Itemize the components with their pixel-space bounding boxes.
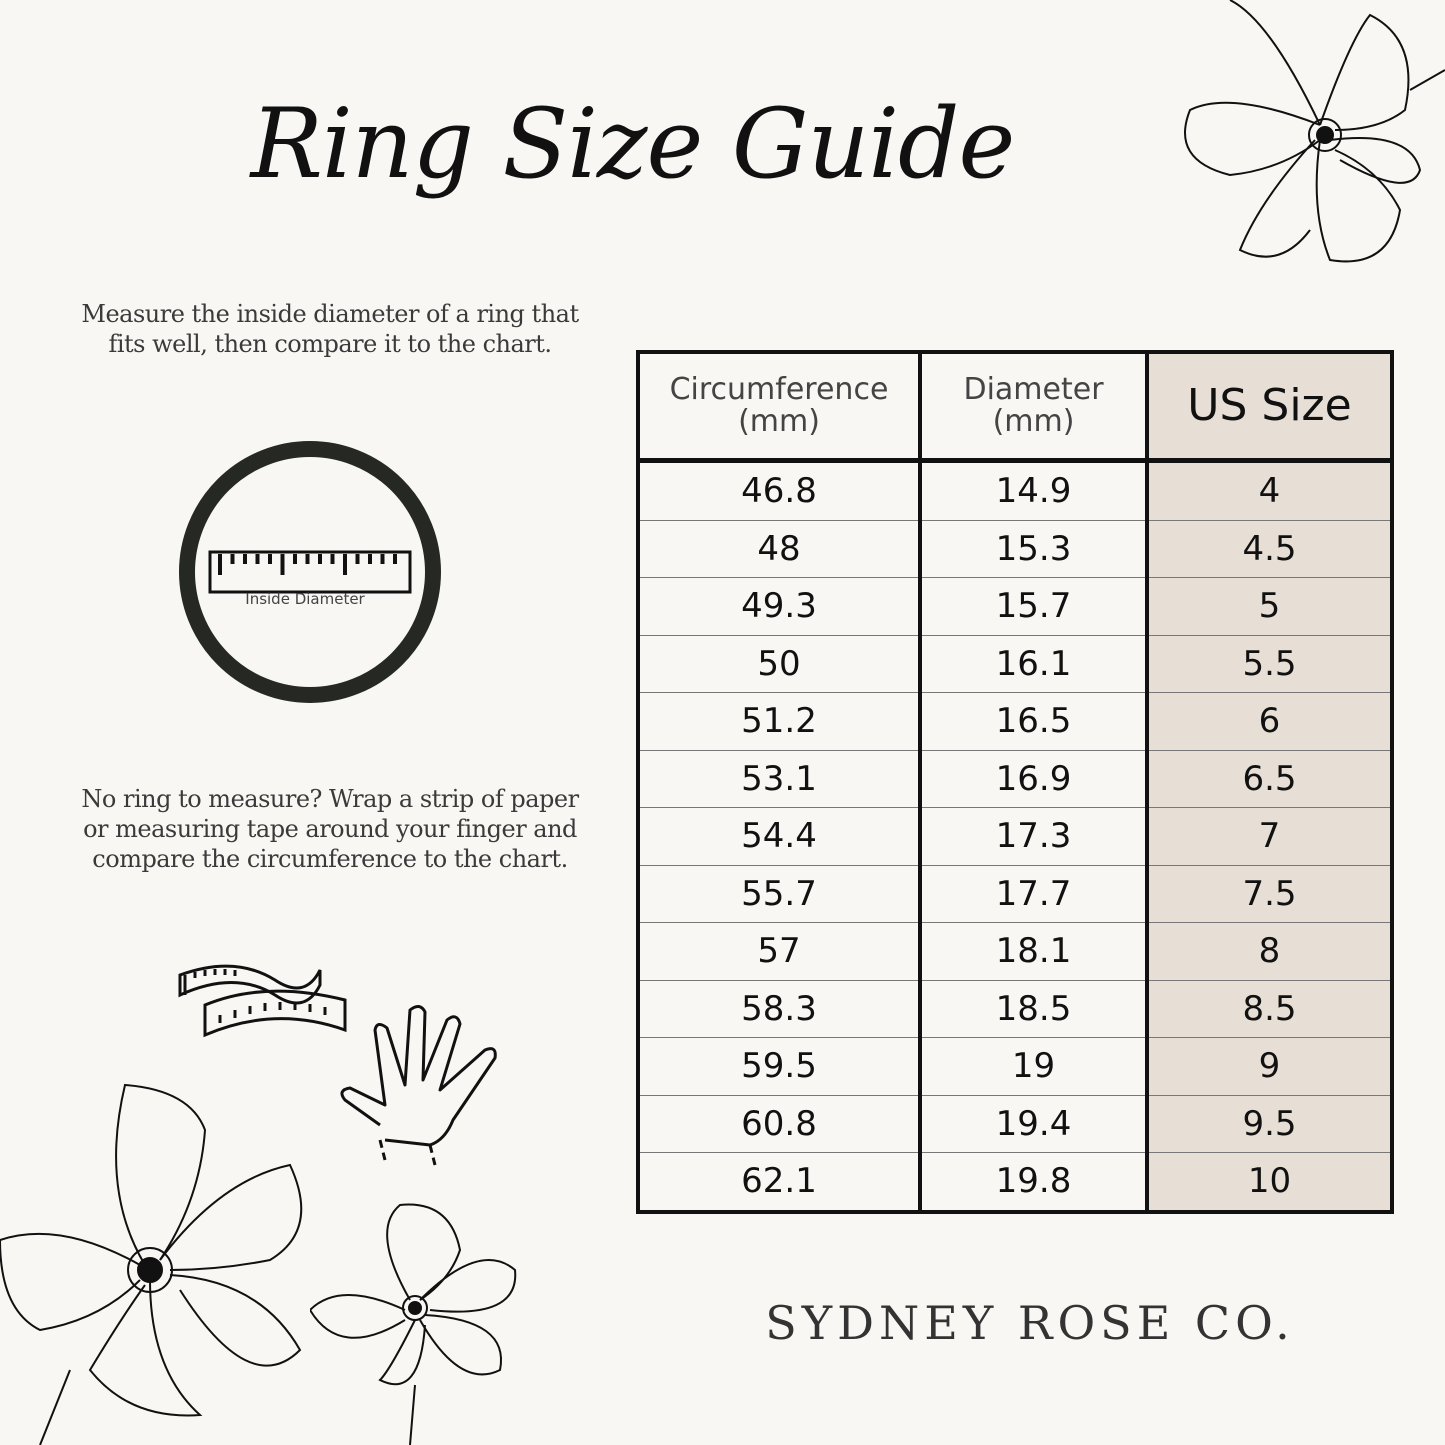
- diameter-cell: 18.1: [920, 922, 1149, 981]
- diameter-cell: 15.3: [920, 520, 1149, 578]
- flower-illustration-bottom-center: [310, 1203, 517, 1445]
- table-row: 46.8 14.9 4: [638, 460, 1392, 521]
- circumference-cell: 59.5: [638, 1037, 922, 1096]
- circumference-cell: 62.1: [638, 1152, 922, 1212]
- diameter-cell: 18.5: [920, 980, 1149, 1038]
- circumference-cell: 54.4: [638, 807, 922, 866]
- diameter-cell: 17.7: [920, 865, 1149, 923]
- us-size-cell: 7.5: [1147, 865, 1392, 923]
- us-size-cell: 7: [1147, 807, 1392, 866]
- diameter-cell: 19: [920, 1037, 1149, 1096]
- header-us-size: US Size: [1147, 352, 1392, 463]
- circumference-cell: 55.7: [638, 865, 922, 923]
- table-row: 48 15.3 4.5: [638, 520, 1392, 578]
- us-size-cell: 4.5: [1147, 520, 1392, 578]
- us-size-cell: 9.5: [1147, 1095, 1392, 1153]
- header-diameter: Diameter (mm): [920, 352, 1149, 463]
- us-size-cell: 4: [1147, 460, 1392, 521]
- circumference-cell: 53.1: [638, 750, 922, 808]
- table-row: 59.5 19 9: [638, 1037, 1392, 1096]
- us-size-cell: 5.5: [1147, 635, 1392, 693]
- circumference-cell: 60.8: [638, 1095, 922, 1153]
- table-row: 55.7 17.7 7.5: [638, 865, 1392, 923]
- brand-name: SYDNEY ROSE CO.: [765, 1296, 1295, 1350]
- table-row: 60.8 19.4 9.5: [638, 1095, 1392, 1153]
- hand-icon: [340, 1005, 497, 1166]
- us-size-cell: 6.5: [1147, 750, 1392, 808]
- table-row: 51.2 16.5 6: [638, 692, 1392, 751]
- circumference-cell: 46.8: [638, 460, 922, 521]
- circumference-cell: 51.2: [638, 692, 922, 751]
- diameter-cell: 16.5: [920, 692, 1149, 751]
- table-row: 58.3 18.5 8.5: [638, 980, 1392, 1038]
- circumference-cell: 48: [638, 520, 922, 578]
- us-size-cell: 8.5: [1147, 980, 1392, 1038]
- table-row: 62.1 19.8 10: [638, 1152, 1392, 1212]
- flower-illustration-bottom-left: [0, 1083, 303, 1445]
- diameter-cell: 19.4: [920, 1095, 1149, 1153]
- us-size-cell: 9: [1147, 1037, 1392, 1096]
- circumference-cell: 49.3: [638, 577, 922, 636]
- us-size-cell: 5: [1147, 577, 1392, 636]
- ruler-icon: [208, 550, 412, 594]
- circumference-cell: 50: [638, 635, 922, 693]
- ring-size-table: Circumference (mm) Diameter (mm) US Size 4…: [636, 350, 1394, 1214]
- diameter-cell: 16.9: [920, 750, 1149, 808]
- diameter-cell: 19.8: [920, 1152, 1149, 1212]
- table-row: 57 18.1 8: [638, 922, 1392, 981]
- no-ring-instruction: No ring to measure? Wrap a strip of pape…: [81, 785, 579, 873]
- measure-ring-instruction: Measure the inside diameter of a ring th…: [81, 300, 579, 358]
- table-row: 49.3 15.7 5: [638, 577, 1392, 636]
- flower-illustration-top-right: [1184, 0, 1445, 263]
- diameter-cell: 16.1: [920, 635, 1149, 693]
- measuring-tape-icon: [178, 964, 347, 1038]
- us-size-cell: 8: [1147, 922, 1392, 981]
- diameter-cell: 15.7: [920, 577, 1149, 636]
- ring-diagram-label: Inside Diameter: [245, 590, 365, 608]
- header-circumference: Circumference (mm): [638, 352, 922, 463]
- ring-diagram: [179, 441, 441, 703]
- table-header-row: Circumference (mm) Diameter (mm) US Size: [638, 352, 1392, 463]
- table-row: 53.1 16.9 6.5: [638, 750, 1392, 808]
- table-row: 54.4 17.3 7: [638, 807, 1392, 866]
- circumference-cell: 58.3: [638, 980, 922, 1038]
- us-size-cell: 10: [1147, 1152, 1392, 1212]
- diameter-cell: 17.3: [920, 807, 1149, 866]
- page-title: Ring Size Guide: [250, 88, 1016, 200]
- table-row: 50 16.1 5.5: [638, 635, 1392, 693]
- us-size-cell: 6: [1147, 692, 1392, 751]
- circumference-cell: 57: [638, 922, 922, 981]
- diameter-cell: 14.9: [920, 460, 1149, 521]
